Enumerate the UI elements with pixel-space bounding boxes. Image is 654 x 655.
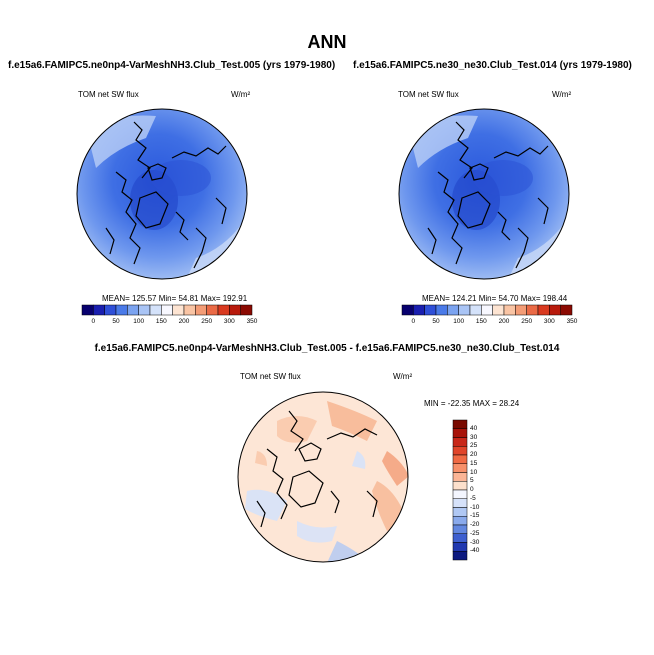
colorbar-swatch bbox=[93, 304, 105, 316]
colorbar-tick-label: -15 bbox=[470, 512, 480, 520]
panel2-polar-map bbox=[398, 108, 570, 280]
panel1-colorbar-labels: 0 50 100 150 200 250 300 350 bbox=[82, 318, 258, 328]
colorbar-swatch bbox=[115, 304, 128, 316]
colorbar-swatch bbox=[229, 304, 241, 316]
panel3-polar-map bbox=[237, 391, 409, 563]
panel2-stats: MEAN= 124.21 Min= 54.70 Max= 198.44 bbox=[422, 294, 568, 303]
colorbar-swatch bbox=[424, 304, 437, 316]
colorbar-swatch bbox=[195, 304, 207, 316]
colorbar-tick-label: 200 bbox=[178, 318, 190, 325]
panel2-colorbar bbox=[401, 304, 573, 316]
colorbar-swatch bbox=[172, 304, 185, 316]
colorbar-tick-label: 15 bbox=[470, 459, 478, 467]
colorbar-tick-label: 100 bbox=[133, 318, 145, 325]
panel1-stats: MEAN= 125.57 Min= 54.81 Max= 192.91 bbox=[102, 294, 248, 303]
panel2-case-title: f.e15a6.FAMIPC5.ne30_ne30.Club_Test.014 … bbox=[353, 60, 632, 71]
page-title: ANN bbox=[307, 32, 347, 52]
panel2-units-label: W/m² bbox=[552, 90, 572, 99]
colorbar-swatch bbox=[447, 304, 459, 316]
colorbar-tick-label: 0 bbox=[411, 318, 416, 325]
colorbar-tick-label: 0 bbox=[470, 486, 474, 493]
colorbar-swatch bbox=[127, 304, 139, 316]
panel3-colorbar bbox=[452, 419, 468, 561]
colorbar-swatch bbox=[183, 304, 196, 316]
colorbar-swatch bbox=[503, 304, 516, 316]
colorbar-swatch bbox=[435, 304, 448, 316]
colorbar-tick-label: -10 bbox=[470, 503, 480, 511]
colorbar-swatch bbox=[161, 304, 173, 316]
colorbar-tick-label: -5 bbox=[470, 494, 476, 502]
colorbar-swatch bbox=[560, 304, 573, 316]
colorbar-swatch bbox=[481, 304, 493, 316]
colorbar-swatch bbox=[469, 304, 482, 316]
colorbar-swatch bbox=[537, 304, 550, 316]
colorbar-tick-label: 30 bbox=[470, 433, 478, 441]
panel1-units-label: W/m² bbox=[231, 90, 251, 99]
colorbar-swatch bbox=[240, 304, 253, 316]
panel3-variable-label: TOM net SW flux bbox=[240, 372, 301, 381]
colorbar-swatch bbox=[515, 304, 527, 316]
panel2-colorbar-labels: 0 50 100 150 200 250 300 350 bbox=[402, 318, 578, 328]
colorbar-tick-label: 40 bbox=[470, 424, 478, 432]
colorbar-tick-label: 50 bbox=[432, 318, 440, 325]
colorbar-tick-label: 300 bbox=[543, 318, 555, 325]
colorbar-tick-label: 150 bbox=[155, 318, 167, 325]
colorbar-tick-label: 20 bbox=[470, 451, 478, 458]
colorbar-tick-label: -40 bbox=[470, 547, 480, 555]
colorbar-swatch bbox=[206, 304, 219, 316]
panel1-case-title: f.e15a6.FAMIPC5.ne0np4-VarMeshNH3.Club_T… bbox=[8, 60, 336, 71]
colorbar-tick-label: 100 bbox=[453, 318, 465, 325]
colorbar-swatch bbox=[526, 304, 539, 316]
colorbar-tick-label: 300 bbox=[223, 318, 235, 325]
colorbar-tick-label: 10 bbox=[470, 468, 478, 476]
colorbar-swatch bbox=[458, 304, 471, 316]
colorbar-swatch bbox=[401, 304, 414, 316]
colorbar-tick-label: 200 bbox=[498, 318, 510, 325]
panel2-variable-label: TOM net SW flux bbox=[398, 90, 459, 99]
colorbar-swatch bbox=[217, 304, 230, 316]
colorbar-swatch bbox=[81, 304, 94, 316]
panel1-variable-label: TOM net SW flux bbox=[78, 90, 139, 99]
colorbar-tick-label: -25 bbox=[470, 529, 480, 537]
colorbar-tick-label: 5 bbox=[470, 477, 474, 485]
panel3-stats: MIN = -22.35 MAX = 28.24 bbox=[424, 399, 520, 408]
colorbar-swatch bbox=[149, 304, 162, 316]
colorbar-tick-label: 25 bbox=[470, 442, 478, 450]
panel3-units-label: W/m² bbox=[393, 372, 413, 381]
colorbar-swatch bbox=[413, 304, 425, 316]
colorbar-tick-label: -30 bbox=[470, 538, 480, 546]
colorbar-tick-label: 250 bbox=[201, 318, 213, 325]
colorbar-swatch bbox=[138, 304, 151, 316]
colorbar-swatch bbox=[452, 551, 468, 561]
colorbar-swatch bbox=[104, 304, 117, 316]
colorbar-tick-label: 250 bbox=[521, 318, 533, 325]
colorbar-tick-label: 350 bbox=[566, 318, 578, 325]
panel3-case-title: f.e15a6.FAMIPC5.ne0np4-VarMeshNH3.Club_T… bbox=[94, 343, 560, 354]
colorbar-tick-label: 50 bbox=[112, 318, 120, 325]
panel3-colorbar-labels: 40 30 25 20 15 10 5 0 -5 -10 -15 -20 -25 -30 -40 bbox=[453, 420, 493, 560]
panel1-polar-map bbox=[76, 108, 248, 280]
colorbar-tick-label: 150 bbox=[475, 318, 487, 325]
colorbar-swatch bbox=[549, 304, 561, 316]
colorbar-swatch bbox=[492, 304, 505, 316]
panel1-colorbar bbox=[81, 304, 253, 316]
colorbar-tick-label: 0 bbox=[91, 318, 96, 325]
colorbar-tick-label: -20 bbox=[470, 521, 480, 528]
colorbar-tick-label: 350 bbox=[246, 318, 258, 325]
